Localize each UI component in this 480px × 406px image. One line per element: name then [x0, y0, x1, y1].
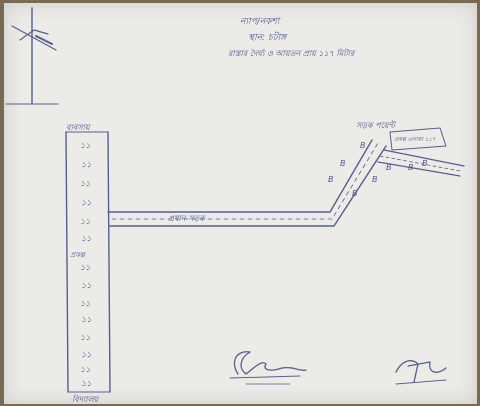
- vertical-middle-label: প্রকল্প: [70, 251, 87, 259]
- branch-top-label: সড়ক পয়েন্ট: [356, 120, 396, 130]
- branch-road-mark: B: [352, 189, 358, 198]
- header-line-3: রাস্তার দৈর্ঘ্য ও আয়তন প্রায় ১১৭ মিটার: [228, 48, 356, 58]
- vertical-road-mark: ১১: [80, 263, 90, 272]
- vertical-road-mark: ১১: [80, 217, 90, 226]
- branch-road-mark: B: [360, 141, 366, 150]
- vertical-road-mark: ১১: [80, 333, 90, 342]
- vertical-road-mark: ১১: [81, 315, 91, 324]
- vertical-road-mark: ১১: [80, 179, 90, 188]
- vertical-road-mark: ১১: [81, 234, 91, 243]
- vertical-road-mark: ১১: [81, 379, 91, 388]
- vertical-road-mark: ১১: [80, 365, 90, 374]
- north-arrow-icon: [5, 7, 59, 105]
- branch-road-mark: B: [386, 163, 392, 172]
- vertical-road-mark: ১১: [81, 160, 91, 169]
- branch-road-mark: B: [328, 175, 334, 184]
- vertical-road: [65, 131, 111, 393]
- vertical-road-marks: ১১ ১১ ১১ ১১ ১১ ১১ ১১ ১১ ১১ ১১ ১১ ১১ ১১ ১১: [80, 141, 91, 388]
- project-area-box: [389, 127, 447, 151]
- paper-sheet: [4, 3, 477, 404]
- signature-right: [395, 360, 447, 385]
- vertical-road-mark: ১১: [81, 281, 91, 290]
- branch-road: [377, 149, 465, 177]
- vertical-road-mark: ১১: [81, 350, 91, 359]
- horizontal-road: [107, 139, 387, 227]
- branch-road-mark: B: [408, 163, 414, 172]
- signature-left: [229, 351, 307, 385]
- header-line-2: স্থান: চটাঙ্গ: [248, 31, 288, 43]
- header-line-1: ন্যাপ/নকশা: [240, 17, 282, 27]
- branch-road-mark: B: [422, 159, 428, 168]
- vertical-road-mark: ১১: [80, 299, 90, 308]
- branch-road-mark: B: [340, 159, 346, 168]
- vertical-bottom-label: বিদ্যালয়: [72, 394, 101, 404]
- project-box-label: প্রকল্প এলাকা ১১৭: [394, 137, 436, 143]
- vertical-road-mark: ১১: [81, 198, 91, 207]
- horizontal-road-label: প্রধান সড়ক: [168, 214, 207, 223]
- vertical-top-label: ব্যবসায়: [66, 123, 92, 132]
- branch-road-mark: B: [372, 175, 378, 184]
- vertical-road-mark: ১১: [80, 141, 90, 150]
